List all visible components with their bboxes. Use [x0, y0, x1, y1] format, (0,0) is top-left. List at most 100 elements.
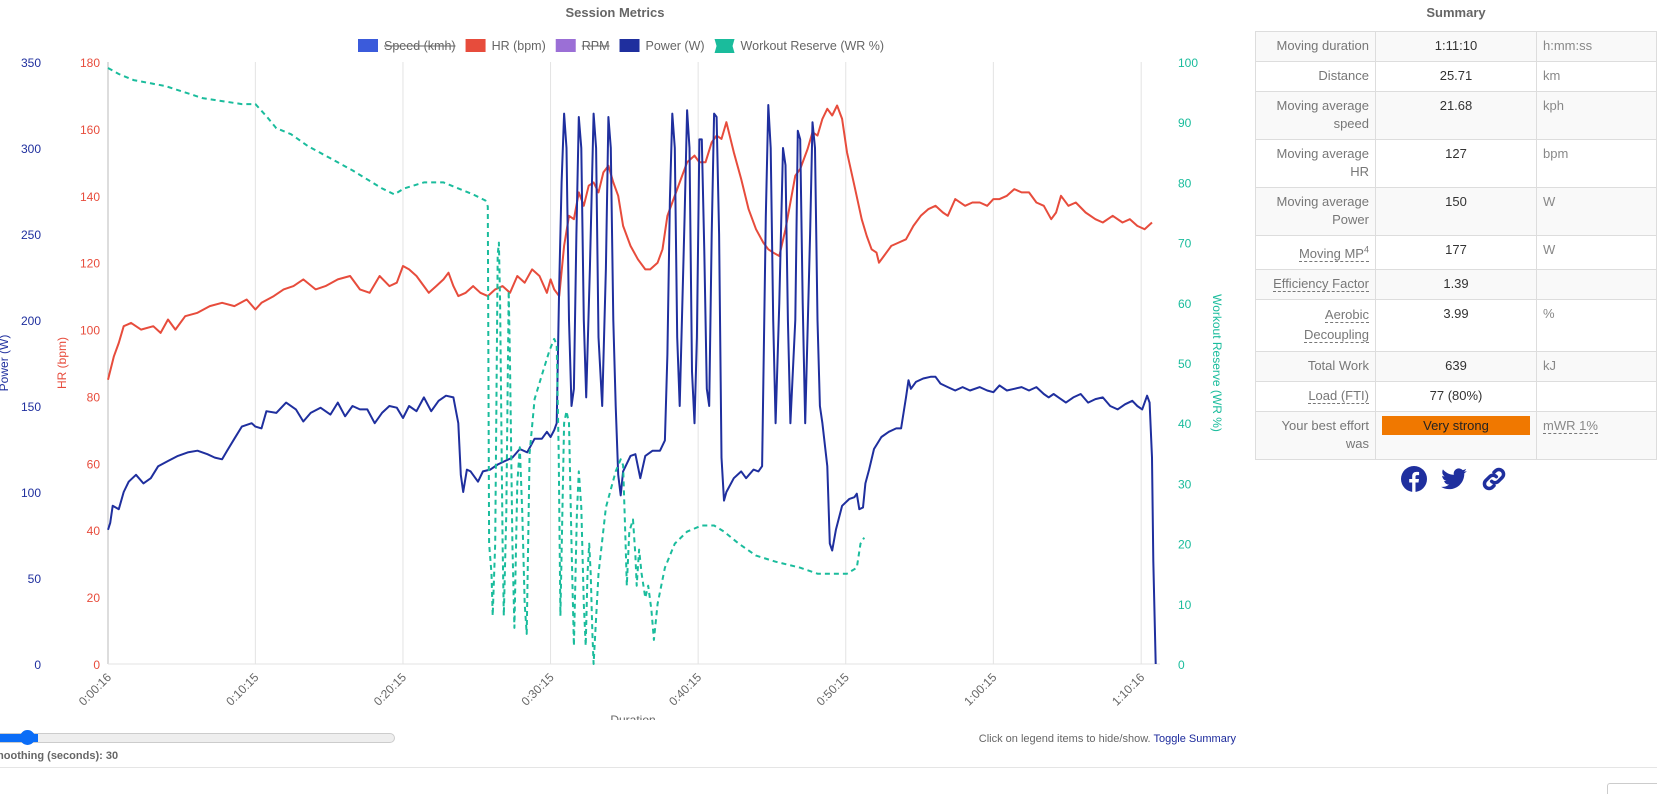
- summary-label: Moving MP4: [1255, 234, 1376, 271]
- toggle-summary-link[interactable]: Toggle Summary: [1153, 733, 1236, 745]
- moving-mp-text: Moving MP: [1298, 246, 1364, 262]
- legend-item-rpm[interactable]: RPM: [555, 39, 610, 53]
- x-tick-label: 0:20:15: [371, 670, 409, 708]
- legend-swatch: [555, 39, 576, 52]
- hr-tick-label: 120: [80, 257, 100, 271]
- summary-row: Distance 25.71 km: [1255, 61, 1657, 92]
- summary-label: Total Work: [1255, 351, 1376, 383]
- x-tick-label: 0:00:16: [76, 670, 114, 708]
- power-tick-label: 350: [21, 56, 41, 70]
- power-axis-title: Power (W): [0, 335, 11, 392]
- legend-item-power-w[interactable]: Power (W): [619, 39, 705, 53]
- wr-tick-label: 80: [1178, 176, 1192, 190]
- summary-unit: bpm: [1536, 139, 1657, 188]
- wr-tick-label: 0: [1178, 658, 1185, 672]
- series-hr-line: [107, 104, 1153, 380]
- summary-value: 3.99: [1375, 299, 1537, 353]
- legend-item-workout-reserve-wr[interactable]: Workout Reserve (WR %): [714, 39, 885, 53]
- summary-value: 177: [1375, 234, 1537, 271]
- hr-tick-label: 20: [87, 591, 101, 605]
- smoothing-slider-fill: [0, 734, 38, 742]
- power-tick-label: 250: [21, 228, 41, 242]
- hr-tick-label: 80: [87, 390, 101, 404]
- summary-unit: mWR 1%: [1536, 411, 1657, 461]
- legend-item-speed-kmh[interactable]: Speed (kmh): [358, 39, 456, 53]
- legend-hint-text: Click on legend items to hide/show.: [978, 733, 1151, 745]
- series-wr-line: [107, 67, 866, 665]
- summary-row: Aerobic Decoupling 3.99%: [1255, 299, 1657, 353]
- twitter-icon[interactable]: [1440, 465, 1468, 493]
- summary-label: Load (FTI): [1255, 381, 1376, 413]
- summary-row: Total Work 639 kJ: [1255, 351, 1657, 383]
- x-tick-label: 0:30:15: [518, 670, 556, 708]
- legend-swatch: [619, 39, 640, 52]
- aerobic-decoupling-abbr[interactable]: Aerobic Decoupling: [1303, 307, 1369, 344]
- summary-unit: kph: [1536, 91, 1657, 140]
- legend-swatch: [358, 39, 378, 52]
- load-fti-abbr[interactable]: Load (FTI): [1308, 388, 1369, 405]
- wr-tick-label: 40: [1178, 417, 1192, 431]
- wr-tick-label: 100: [1178, 56, 1198, 70]
- summary-unit: h:mm:ss: [1536, 31, 1657, 62]
- x-tick-label: 0:50:15: [814, 670, 852, 708]
- wr-axis-title: Workout Reserve (WR %): [1210, 294, 1224, 432]
- wr-tick-label: 60: [1178, 297, 1192, 311]
- summary-row: Moving average HR 127 bpm: [1255, 139, 1657, 188]
- series-power-line: [107, 104, 1157, 665]
- wr-tick-label: 90: [1178, 116, 1192, 130]
- summary-title: Summary: [1426, 5, 1486, 20]
- summary-value: 25.71: [1375, 61, 1537, 92]
- summary-row: Moving average Power 150 W: [1255, 187, 1657, 236]
- x-axis-title: Duration: [610, 713, 655, 720]
- legend-label: Power (W): [646, 39, 705, 53]
- power-tick-label: 0: [34, 658, 41, 672]
- share-icons: [1400, 465, 1508, 493]
- power-tick-label: 200: [21, 314, 41, 328]
- wr-tick-label: 30: [1178, 477, 1192, 491]
- link-icon[interactable]: [1480, 465, 1508, 493]
- summary-unit: [1536, 381, 1657, 413]
- summary-value: 21.68: [1375, 91, 1537, 140]
- power-tick-label: 300: [21, 142, 41, 156]
- hr-tick-label: 40: [87, 524, 101, 538]
- summary-value: Very strong: [1375, 411, 1537, 461]
- summary-label: Efficiency Factor: [1255, 269, 1376, 301]
- chart-legend: Speed (kmh) HR (bpm) RPM Power (W) Workout R…: [358, 39, 884, 53]
- hr-tick-label: 160: [80, 123, 100, 137]
- chart-grid: [107, 62, 1160, 665]
- summary-label: Moving average speed: [1255, 91, 1376, 140]
- smoothing-slider-thumb[interactable]: [20, 730, 35, 745]
- summary-unit: [1536, 269, 1657, 301]
- summary-value: 127: [1375, 139, 1537, 188]
- chart-series: [107, 67, 1157, 665]
- power-tick-label: 100: [21, 486, 41, 500]
- summary-label: Moving duration: [1255, 31, 1376, 62]
- summary-value: 1.39: [1375, 269, 1537, 301]
- summary-value: 1:11:10: [1375, 31, 1537, 62]
- summary-table: Moving duration 1:11:10 h:mm:ss Distance 25…: [1255, 31, 1657, 461]
- wr-tick-label: 10: [1178, 598, 1192, 612]
- power-tick-label: 50: [28, 572, 42, 586]
- next-section-edge: [1607, 783, 1657, 794]
- summary-label: Your best effort was: [1255, 411, 1376, 461]
- moving-mp-abbr[interactable]: Moving MP4: [1298, 245, 1369, 263]
- legend-swatch: [465, 39, 486, 52]
- summary-value: 77 (80%): [1375, 381, 1537, 413]
- summary-label: Moving average HR: [1255, 139, 1376, 188]
- summary-label: Aerobic Decoupling: [1255, 299, 1376, 353]
- mwr-abbr[interactable]: mWR 1%: [1543, 418, 1598, 435]
- x-tick-label: 1:00:15: [961, 670, 999, 708]
- wr-tick-label: 70: [1178, 237, 1192, 251]
- summary-row: Moving duration 1:11:10 h:mm:ss: [1255, 31, 1657, 62]
- legend-swatch: [714, 39, 735, 53]
- efficiency-factor-abbr[interactable]: Efficiency Factor: [1273, 276, 1369, 293]
- summary-row: Moving average speed 21.68 kph: [1255, 91, 1657, 140]
- legend-hint: Click on legend items to hide/show. Togg…: [979, 733, 1236, 745]
- summary-label: Moving average Power: [1255, 187, 1376, 236]
- smoothing-label: moothing (seconds): 30: [0, 750, 119, 762]
- smoothing-slider[interactable]: [0, 730, 395, 745]
- hr-tick-label: 100: [80, 324, 100, 338]
- x-tick-label: 0:10:15: [223, 670, 261, 708]
- legend-item-hr-bpm[interactable]: HR (bpm): [465, 39, 546, 53]
- facebook-icon[interactable]: [1400, 465, 1428, 493]
